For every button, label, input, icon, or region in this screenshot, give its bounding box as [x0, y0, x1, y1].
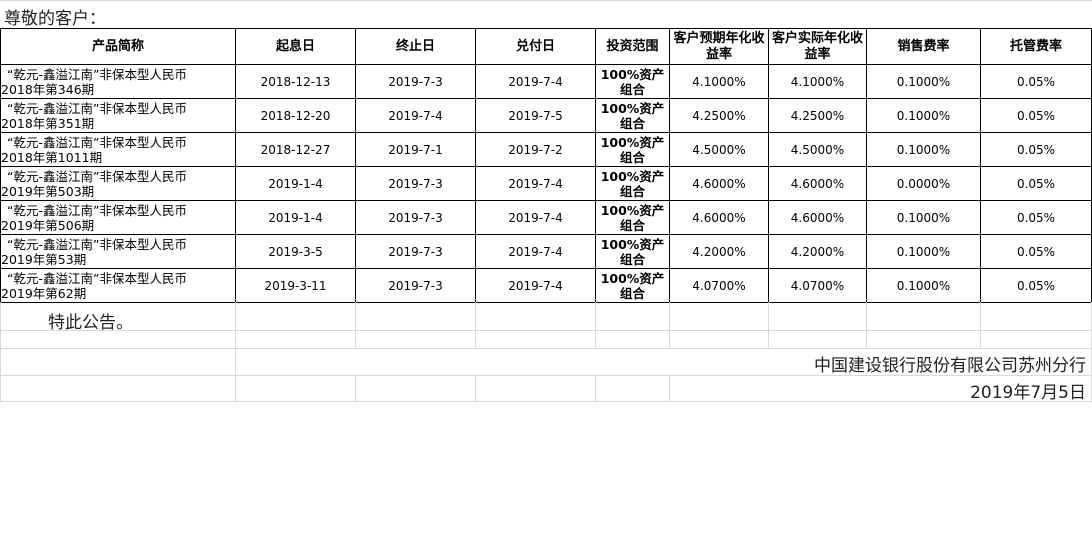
header-custody-fee: 托管费率 [980, 28, 1092, 65]
table-row: “乾元-鑫溢江南”非保本型人民币 2018年第1011期 2018-12-27 201… [0, 132, 1092, 167]
custody-fee-cell: 0.05% [980, 234, 1092, 269]
expected-yield-cell: 4.0700% [669, 268, 769, 303]
scope-cell: 100%资产组合 [595, 234, 670, 269]
pay-date-cell: 2019-7-4 [475, 268, 596, 303]
pay-date-cell: 2019-7-4 [475, 64, 596, 99]
header-expected-yield: 客户预期年化收益率 [669, 28, 769, 65]
header-end-date: 终止日 [355, 28, 476, 65]
start-date-cell: 2018-12-27 [235, 132, 356, 167]
product-name-line: 2018年第346期 [1, 81, 95, 97]
product-name-cell: “乾元-鑫溢江南”非保本型人民币 2019年第53期 [0, 234, 236, 269]
product-name-cell: “乾元-鑫溢江南”非保本型人民币 2018年第351期 [0, 98, 236, 133]
actual-yield-cell: 4.2500% [768, 98, 867, 133]
bank-name: 中国建设银行股份有限公司苏州分行 [814, 356, 1086, 376]
product-name-line: 2018年第351期 [1, 115, 95, 131]
end-date-cell: 2019-7-1 [355, 132, 476, 167]
product-table: 产品简称 起息日 终止日 兑付日 投资范围 客户预期年化收益率 客户实际年化收益率 销售费率托… [0, 28, 1092, 303]
actual-yield-cell: 4.1000% [768, 64, 867, 99]
product-name-line: 2018年第1011期 [1, 149, 103, 165]
sales-fee-cell: 0.1000% [866, 64, 981, 99]
pay-date-cell: 2019-7-4 [475, 234, 596, 269]
greeting: 尊敬的客户： [4, 9, 106, 29]
start-date-cell: 2018-12-13 [235, 64, 356, 99]
product-name-cell: “乾元-鑫溢江南”非保本型人民币 2019年第62期 [0, 268, 236, 303]
custody-fee-cell: 0.05% [980, 200, 1092, 235]
custody-fee-cell: 0.05% [980, 64, 1092, 99]
pay-date-cell: 2019-7-4 [475, 200, 596, 235]
scope-cell: 100%资产组合 [595, 268, 670, 303]
table-row: “乾元-鑫溢江南”非保本型人民币 2019年第503期 2019-1-4 2019-7… [0, 166, 1092, 201]
product-name-line: “乾元-鑫溢江南”非保本型人民币 [7, 202, 187, 218]
product-name-line: 2019年第503期 [1, 183, 95, 199]
scope-cell: 100%资产组合 [595, 64, 670, 99]
end-date-cell: 2019-7-3 [355, 200, 476, 235]
table-row: “乾元-鑫溢江南”非保本型人民币 2019年第53期 2019-3-5 2019-7-… [0, 234, 1092, 269]
product-name-line: 2019年第506期 [1, 217, 95, 233]
product-name-line: “乾元-鑫溢江南”非保本型人民币 [7, 100, 187, 116]
table-row: “乾元-鑫溢江南”非保本型人民币 2019年第62期 2019-3-11 2019-7… [0, 268, 1092, 303]
sales-fee-cell: 0.1000% [866, 234, 981, 269]
notice-text: 特此公告。 [48, 313, 133, 333]
actual-yield-cell: 4.6000% [768, 166, 867, 201]
start-date-cell: 2019-1-4 [235, 166, 356, 201]
expected-yield-cell: 4.5000% [669, 132, 769, 167]
end-date-cell: 2019-7-3 [355, 268, 476, 303]
end-date-cell: 2019-7-3 [355, 64, 476, 99]
pay-date-cell: 2019-7-2 [475, 132, 596, 167]
table-row: “乾元-鑫溢江南”非保本型人民币 2018年第351期 2018-12-20 2019… [0, 98, 1092, 133]
start-date-cell: 2018-12-20 [235, 98, 356, 133]
actual-yield-cell: 4.6000% [768, 200, 867, 235]
start-date-cell: 2019-3-5 [235, 234, 356, 269]
expected-yield-cell: 4.6000% [669, 200, 769, 235]
product-name-line: “乾元-鑫溢江南”非保本型人民币 [7, 270, 187, 286]
product-name-cell: “乾元-鑫溢江南”非保本型人民币 2019年第503期 [0, 166, 236, 201]
product-name-line: “乾元-鑫溢江南”非保本型人民币 [7, 168, 187, 184]
product-name-line: 2019年第53期 [1, 251, 87, 267]
scope-cell: 100%资产组合 [595, 200, 670, 235]
expected-yield-cell: 4.1000% [669, 64, 769, 99]
pay-date-cell: 2019-7-5 [475, 98, 596, 133]
product-name-cell: “乾元-鑫溢江南”非保本型人民币 2018年第346期 [0, 64, 236, 99]
product-name-cell: “乾元-鑫溢江南”非保本型人民币 2018年第1011期 [0, 132, 236, 167]
pay-date-cell: 2019-7-4 [475, 166, 596, 201]
end-date-cell: 2019-7-3 [355, 234, 476, 269]
start-date-cell: 2019-3-11 [235, 268, 356, 303]
notice-date: 2019年7月5日 [970, 383, 1086, 403]
expected-yield-cell: 4.2500% [669, 98, 769, 133]
custody-fee-cell: 0.05% [980, 132, 1092, 167]
expected-yield-cell: 4.6000% [669, 166, 769, 201]
end-date-cell: 2019-7-4 [355, 98, 476, 133]
sales-fee-cell: 0.1000% [866, 200, 981, 235]
sales-fee-cell: 0.0000% [866, 166, 981, 201]
product-name-line: “乾元-鑫溢江南”非保本型人民币 [7, 236, 187, 252]
header-scope: 投资范围 [595, 28, 670, 65]
actual-yield-cell: 4.0700% [768, 268, 867, 303]
scope-cell: 100%资产组合 [595, 166, 670, 201]
header-start-date: 起息日 [235, 28, 356, 65]
product-name-line: 2019年第62期 [1, 285, 87, 301]
header-pay-date: 兑付日 [475, 28, 596, 65]
header-actual-yield: 客户实际年化收益率 [768, 28, 867, 65]
product-name-cell: “乾元-鑫溢江南”非保本型人民币 2019年第506期 [0, 200, 236, 235]
custody-fee-cell: 0.05% [980, 98, 1092, 133]
header-sales-fee: 销售费率 [866, 28, 981, 65]
table-row: “乾元-鑫溢江南”非保本型人民币 2018年第346期 2018-12-13 2019… [0, 64, 1092, 99]
table-row: “乾元-鑫溢江南”非保本型人民币 2019年第506期 2019-1-4 2019-7… [0, 200, 1092, 235]
sales-fee-cell: 0.1000% [866, 98, 981, 133]
product-name-line: “乾元-鑫溢江南”非保本型人民币 [7, 66, 187, 82]
scope-cell: 100%资产组合 [595, 132, 670, 167]
custody-fee-cell: 0.05% [980, 166, 1092, 201]
custody-fee-cell: 0.05% [980, 268, 1092, 303]
actual-yield-cell: 4.2000% [768, 234, 867, 269]
actual-yield-cell: 4.5000% [768, 132, 867, 167]
header-product-name: 产品简称 [0, 28, 236, 65]
start-date-cell: 2019-1-4 [235, 200, 356, 235]
expected-yield-cell: 4.2000% [669, 234, 769, 269]
sales-fee-cell: 0.1000% [866, 268, 981, 303]
end-date-cell: 2019-7-3 [355, 166, 476, 201]
sales-fee-cell: 0.1000% [866, 132, 981, 167]
product-name-line: “乾元-鑫溢江南”非保本型人民币 [7, 134, 187, 150]
scope-cell: 100%资产组合 [595, 98, 670, 133]
